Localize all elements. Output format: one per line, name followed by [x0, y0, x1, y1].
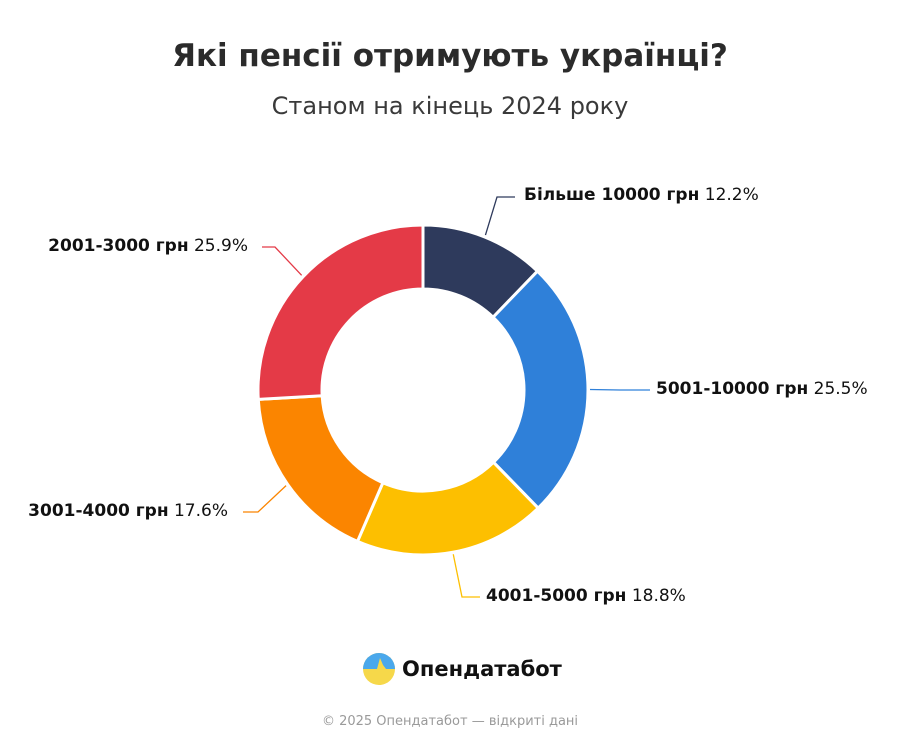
- leader-line: [262, 246, 303, 276]
- leader-line: [243, 485, 287, 513]
- slice-label: 3001-4000 грн 17.6%: [28, 501, 228, 521]
- chart-subtitle: Станом на кінець 2024 року: [271, 92, 629, 120]
- donut-slice: [256, 223, 425, 401]
- leader-line: [484, 196, 515, 236]
- slice-label: 4001-5000 грн 18.8%: [486, 586, 686, 606]
- leader-line: [589, 388, 650, 391]
- slice-label: Більше 10000 грн 12.2%: [524, 185, 759, 205]
- brand-name: Опендатабот: [402, 657, 562, 681]
- donut-slice: [491, 269, 590, 510]
- leader-line: [452, 554, 480, 598]
- opendatabot-logo-icon: [363, 653, 395, 685]
- slice-label: 2001-3000 грн 25.9%: [48, 236, 248, 256]
- brand-logo: Опендатабот: [362, 652, 562, 686]
- slice-label: 5001-10000 грн 25.5%: [656, 379, 868, 399]
- chart-title: Які пенсії отримують українці?: [172, 38, 728, 74]
- donut-slice: [256, 394, 385, 543]
- footer-copyright: © 2025 Опендатабот — відкриті дані: [321, 714, 579, 729]
